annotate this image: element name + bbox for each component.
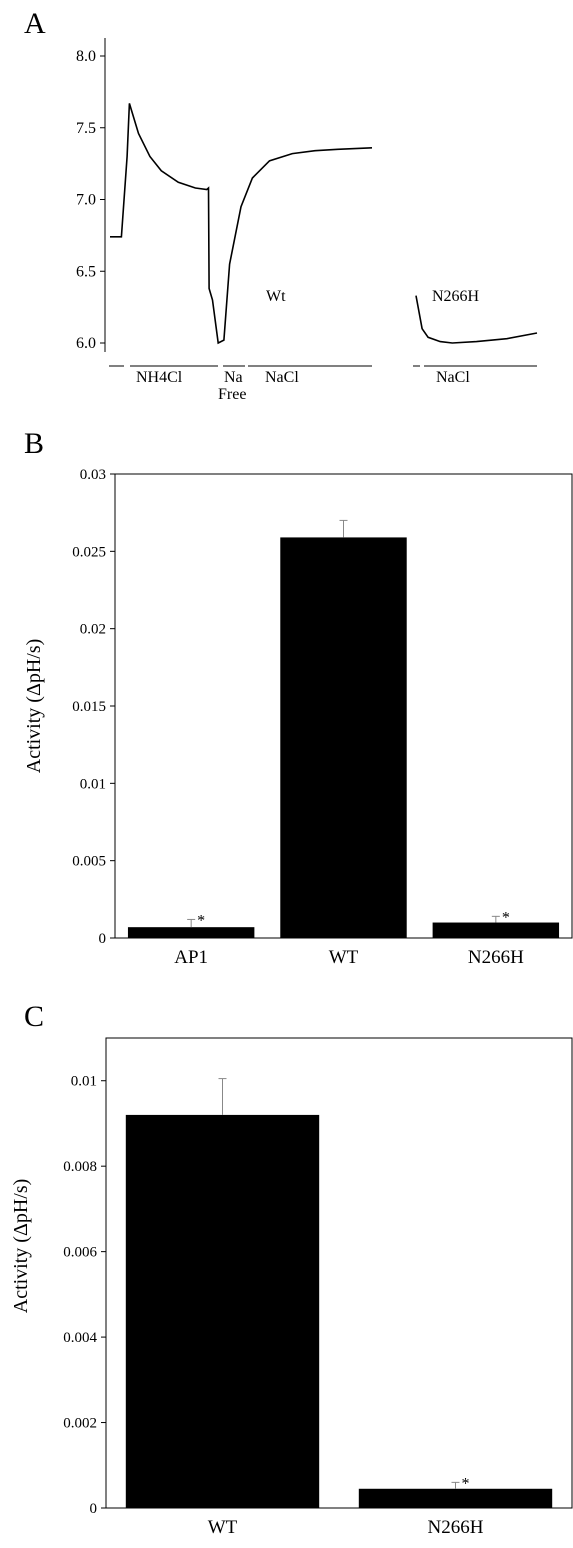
panel-c-significance-marker: * [462, 1475, 470, 1492]
panel-c-y-tick-label: 0.006 [63, 1245, 97, 1261]
panel-a-y-tick-label: 6.0 [76, 335, 96, 352]
panel-c-y-ticks: 0.01 0.008 0.006 0.004 0.002 0 [63, 1074, 106, 1517]
panel-label-a: A [24, 7, 46, 40]
panel-b-bars: * AP1 WT * N266H [127, 519, 560, 968]
panel-b-y-tick-label: 0.025 [72, 544, 106, 560]
solution-label-nacl-wt: NaCl [265, 369, 299, 386]
solution-label-free: Free [218, 386, 246, 403]
panel-b-category-label: N266H [468, 947, 524, 968]
panel-b-y-tick-label: 0.015 [72, 699, 106, 715]
trace-label-n266h: N266H [432, 288, 480, 305]
panel-a-y-tick-label: 6.5 [76, 263, 96, 280]
panel-b-category-label: WT [329, 947, 359, 968]
panel-c-bar-n266h [358, 1488, 553, 1508]
panel-a-y-ticks: 8.0 7.5 7.0 6.5 6.0 [76, 48, 105, 352]
panel-b-y-tick-label: 0 [99, 931, 107, 947]
panel-c-y-tick-label: 0.01 [71, 1074, 97, 1090]
panel-c-bars: WT * N266H [125, 1078, 553, 1538]
panel-c-y-label: Activity (ΔpH/s) [10, 1179, 32, 1314]
panel-c-bar-wt [125, 1114, 320, 1508]
panel-a-y-tick-label: 7.0 [76, 192, 96, 209]
panel-b-category-label: AP1 [174, 947, 208, 968]
panel-a-y-tick-label: 8.0 [76, 48, 96, 65]
panel-c-y-tick-label: 0.002 [63, 1416, 97, 1432]
trace-n266h [415, 295, 538, 344]
trace-label-wt: Wt [266, 288, 286, 305]
panel-c-category-label: N266H [428, 1517, 484, 1538]
panel-b-y-tick-label: 0.01 [80, 776, 106, 792]
panel-b-y-ticks: 0.03 0.025 0.02 0.015 0.01 0.005 0 [72, 467, 115, 947]
panel-b-y-tick-label: 0.005 [72, 854, 106, 870]
panel-c-frame [105, 1037, 573, 1509]
panel-b-bar-n266h [432, 922, 560, 938]
panel-c-y-tick-label: 0.004 [63, 1330, 97, 1346]
panel-b: B 0.03 0.025 0.02 0.015 0.01 0.005 0 * AP1 WT * N2… [23, 427, 573, 968]
solution-label-nacl-mut: NaCl [436, 369, 470, 386]
panel-c: C 0.01 0.008 0.006 0.004 0.002 0 WT * N266H Act… [10, 1000, 573, 1538]
panel-b-y-tick-label: 0.03 [80, 467, 106, 483]
panel-label-b: B [24, 427, 44, 460]
panel-c-category-label: WT [208, 1517, 238, 1538]
solution-label-na: Na [224, 369, 243, 386]
panel-b-y-tick-label: 0.02 [80, 622, 106, 638]
panel-b-significance-marker: * [197, 912, 205, 929]
panel-a-y-tick-label: 7.5 [76, 120, 96, 137]
panel-c-y-tick-label: 0.008 [63, 1159, 97, 1175]
panel-b-bar-ap1 [127, 927, 255, 938]
panel-c-y-tick-label: 0 [90, 1501, 98, 1517]
trace-wt [110, 103, 373, 345]
panel-b-y-label: Activity (ΔpH/s) [23, 639, 45, 774]
panel-b-bar-wt [280, 537, 407, 938]
panel-b-significance-marker: * [502, 909, 510, 926]
solution-label-nh4cl: NH4Cl [136, 369, 183, 386]
panel-a: A 8.0 7.5 7.0 6.5 6.0 Wt N266H NH4Cl Na Free… [24, 7, 538, 403]
panel-label-c: C [24, 1000, 44, 1033]
